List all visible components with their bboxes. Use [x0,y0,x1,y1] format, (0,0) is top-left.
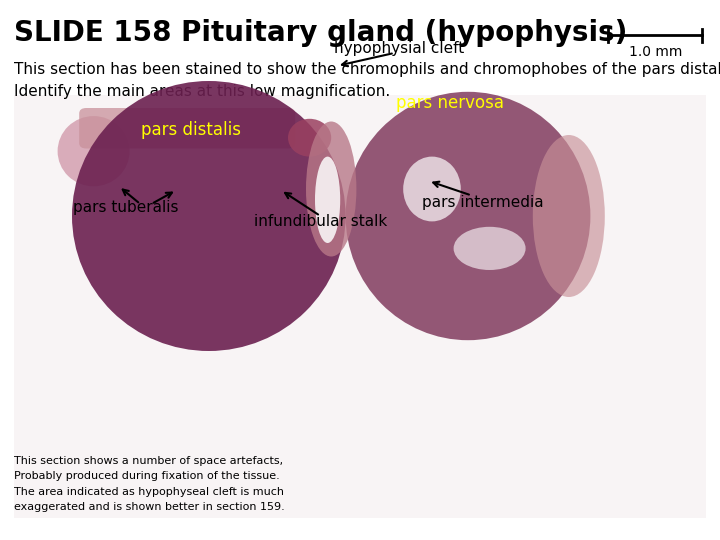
Text: Probably produced during fixation of the tissue.: Probably produced during fixation of the… [14,471,280,482]
Text: This section has been stained to show the chromophils and chromophobes of the pa: This section has been stained to show th… [14,62,720,77]
Text: pars distalis: pars distalis [141,120,240,139]
Text: This section shows a number of space artefacts,: This section shows a number of space art… [14,456,284,467]
Text: 1.0 mm: 1.0 mm [629,45,682,59]
Ellipse shape [72,81,346,351]
Bar [14,94,706,518]
Text: pars nervosa: pars nervosa [396,93,504,112]
Text: pars tuberalis: pars tuberalis [73,200,179,215]
Ellipse shape [346,92,590,340]
Text: SLIDE 158 Pituitary gland (hypophysis): SLIDE 158 Pituitary gland (hypophysis) [14,19,628,47]
Text: Identify the main areas at this low magnification.: Identify the main areas at this low magn… [14,84,391,99]
FancyBboxPatch shape [79,108,295,148]
Ellipse shape [403,157,461,221]
Text: infundibular stalk: infundibular stalk [253,214,387,229]
Ellipse shape [533,135,605,297]
Ellipse shape [315,157,341,243]
Ellipse shape [454,227,526,270]
Ellipse shape [288,119,331,157]
Text: pars intermedia: pars intermedia [422,195,543,210]
Ellipse shape [58,116,130,186]
Text: exaggerated and is shown better in section 159.: exaggerated and is shown better in secti… [14,502,285,512]
Text: hypophysial cleft: hypophysial cleft [335,41,464,56]
Ellipse shape [306,122,356,256]
Text: The area indicated as hypophyseal cleft is much: The area indicated as hypophyseal cleft … [14,487,284,497]
